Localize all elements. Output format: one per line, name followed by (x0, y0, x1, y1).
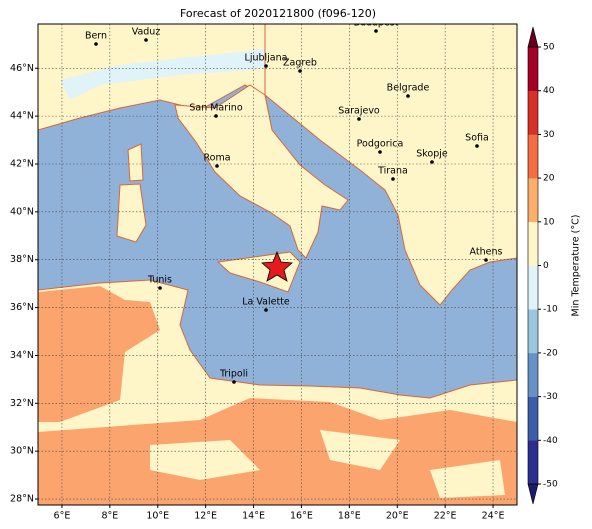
map-frame (37, 23, 518, 506)
city-dot (391, 177, 395, 181)
colorbar-tick-label: 30 (543, 130, 555, 140)
colorbar-extend (527, 483, 539, 505)
city-dot (94, 42, 98, 46)
x-tick-label: 14°E (242, 511, 265, 522)
city-label: Tripoli (219, 369, 248, 380)
city-dot (378, 150, 382, 154)
x-tick-label: 22°E (434, 511, 457, 522)
colorbar-tick-label: 10 (543, 217, 555, 227)
y-tick-label: 42°N (10, 158, 34, 169)
colorbar-label: Min Temperature (°C) (571, 215, 582, 317)
mild-zone (150, 430, 505, 498)
balkans (264, 24, 517, 306)
colorbar: -50 -40 -30 -20 -10 0 10 20 30 40 50 Min Temperatur… (527, 26, 582, 505)
x-tick-label: 6°E (54, 511, 71, 522)
y-tick-label: 46°N (10, 63, 34, 74)
sea (38, 84, 517, 399)
city-label: Vaduz (132, 27, 161, 38)
colorbar-extend (527, 26, 539, 48)
target-star (261, 250, 293, 282)
city-label: La Valette (242, 297, 290, 308)
y-tick-label: 34°N (10, 350, 34, 361)
city-dot (484, 258, 488, 262)
city-dot (406, 94, 410, 98)
colorbar-tick-label: -10 (543, 305, 558, 315)
y-tick-label: 32°N (10, 398, 34, 409)
city-label: Belgrade (387, 83, 430, 94)
city-label: Athens (470, 247, 503, 258)
x-tick-label: 12°E (194, 511, 217, 522)
colorbar-tick-label: 50 (543, 43, 555, 53)
colorbar-bin (528, 352, 538, 397)
y-tick-label: 30°N (10, 446, 34, 457)
x-tick-label: 24°E (482, 511, 505, 522)
corsica (127, 143, 144, 182)
colorbar-bin (528, 134, 538, 179)
colorbar-tick-label: -20 (543, 348, 558, 358)
y-tick-label: 28°N (10, 494, 34, 505)
title: Forecast of 2020121800 (f096-120) (180, 7, 376, 20)
city-dot (264, 64, 268, 68)
city-label: Sarajevo (338, 106, 380, 117)
y-tick-label: 44°N (10, 111, 34, 122)
city-label: Podgorica (357, 139, 404, 150)
city-dot (232, 380, 236, 384)
colorbar-bin (528, 396, 538, 441)
graticule (38, 24, 517, 505)
colorbar-tick-label: 40 (543, 86, 555, 96)
city-label: Roma (203, 153, 230, 164)
x-tick-label: 18°E (338, 511, 361, 522)
x-tick-label: 20°E (386, 511, 409, 522)
city-label: Budapest (354, 18, 399, 29)
city-dot (298, 69, 302, 73)
city-dot (215, 164, 219, 168)
colorbar-tick-label: -50 (543, 480, 558, 490)
city-dot (214, 114, 218, 118)
y-tick-label: 38°N (10, 254, 34, 265)
city-dot (144, 38, 148, 42)
warm-zone (38, 398, 517, 505)
city-label: Bern (85, 31, 107, 42)
city-dot (158, 286, 162, 290)
x-tick-label: 16°E (290, 511, 313, 522)
colorbar-bin (528, 90, 538, 135)
city-dot (264, 308, 268, 312)
x-tick-label: 10°E (146, 511, 169, 522)
colorbar-bin (528, 309, 538, 354)
city-label: Tunis (147, 275, 172, 286)
city-label: Zagreb (283, 58, 317, 69)
colorbar-tick-label: 0 (543, 261, 549, 271)
y-tick-label: 40°N (10, 206, 34, 217)
colorbar-tick-label: -40 (543, 436, 558, 446)
colorbar-bin (528, 221, 538, 266)
colorbar-bin (528, 47, 538, 91)
sardinia (116, 183, 147, 243)
city-dot (374, 29, 378, 33)
colorbar-bin (528, 178, 538, 223)
city-label: Tirana (377, 166, 408, 177)
colorbar-tick-label: -30 (543, 392, 558, 402)
city-dot (430, 160, 434, 164)
city-dot (475, 144, 479, 148)
city-label: Ljubljana (245, 53, 288, 64)
colorbar-bin (528, 440, 538, 485)
city-label: Sofia (465, 133, 489, 144)
colorbar-bin (528, 265, 538, 310)
x-tick-label: 8°E (101, 511, 118, 522)
city-label: San Marino (189, 103, 242, 114)
y-tick-label: 36°N (10, 302, 34, 313)
colorbar-tick-label: 20 (543, 174, 555, 184)
city-dot (357, 117, 361, 121)
italy (174, 84, 349, 259)
city-label: Skopje (416, 149, 448, 160)
warm-zone (38, 286, 160, 422)
